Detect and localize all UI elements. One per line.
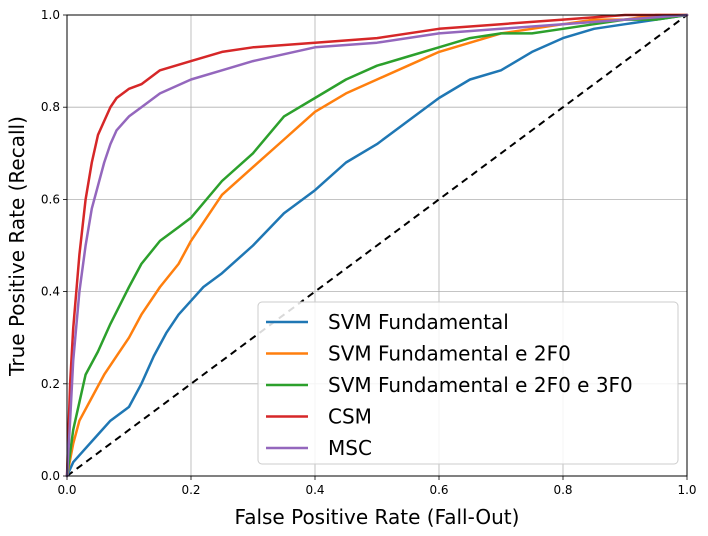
y-tick-label: 0.8 [41, 100, 60, 114]
x-axis-title: False Positive Rate (Fall-Out) [235, 505, 520, 529]
series-line-0 [65, 13, 689, 478]
x-tick-label: 0.4 [305, 483, 324, 497]
legend-label-2: SVM Fundamental e 2F0 e 3F0 [328, 373, 633, 397]
legend-label-3: CSM [328, 405, 372, 429]
legend-label-1: SVM Fundamental e 2F0 [328, 342, 571, 366]
series-line-3 [65, 13, 689, 478]
x-tick-label: 0.2 [181, 483, 200, 497]
reference-line-group [66, 14, 688, 477]
y-axis-title: True Positive Rate (Recall) [5, 116, 29, 377]
x-tick-label: 0.6 [429, 483, 448, 497]
y-tick-label: 0.2 [41, 377, 60, 391]
ticks: 0.0 0.2 0.4 0.6 0.8 1.0 0.0 0.2 0.4 0.6 0.8 1.0 [41, 8, 697, 497]
legend-label-4: MSC [328, 436, 372, 460]
plot-frame [66, 14, 688, 477]
y-tick-label: 0.4 [41, 285, 60, 299]
y-tick-label: 0.6 [41, 192, 60, 206]
x-tick-label: 1.0 [677, 483, 696, 497]
y-tick-label: 0.0 [41, 469, 60, 483]
x-tick-label: 0.8 [553, 483, 572, 497]
series-group [65, 13, 689, 478]
legend: SVM Fundamental SVM Fundamental e 2F0 SVM … [257, 301, 679, 465]
legend-box [257, 301, 679, 465]
legend-label-0: SVM Fundamental [328, 310, 509, 334]
series-line-4 [65, 13, 689, 478]
chance-reference-line [66, 14, 688, 477]
legend-items: SVM Fundamental SVM Fundamental e 2F0 SVM … [266, 310, 633, 460]
x-tick-label: 0.0 [57, 483, 76, 497]
series-line-2 [65, 13, 689, 478]
y-tick-label: 1.0 [41, 8, 60, 22]
